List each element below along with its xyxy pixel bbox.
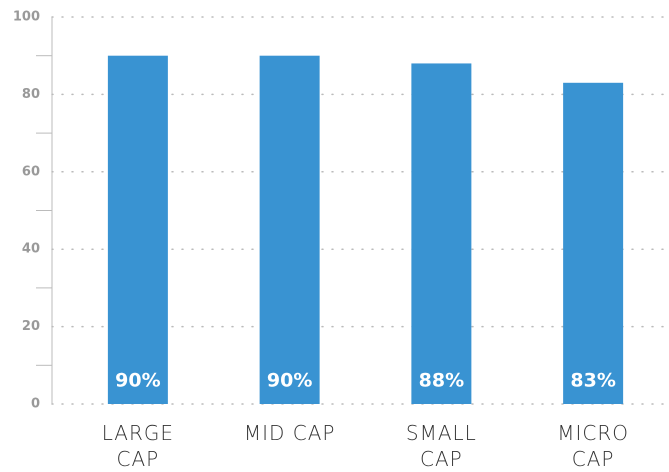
x-tick-label: MID CAP [243, 421, 336, 445]
value-label: 90% [267, 370, 312, 392]
x-tick-label: LARGE CAP [101, 421, 175, 471]
value-label: 83% [570, 370, 615, 392]
y-tick-label: 80 [22, 87, 40, 102]
y-tick-label: 0 [31, 397, 40, 412]
value-label: 88% [419, 370, 464, 392]
bar [411, 63, 472, 404]
y-tick-label: 100 [13, 10, 40, 25]
x-tick-label: MICRO CAP [557, 421, 629, 471]
y-tick-label: 20 [22, 319, 40, 334]
y-tick-label: 60 [22, 164, 40, 179]
x-tick-label: SMALL CAP [405, 421, 477, 471]
value-label: 90% [115, 370, 160, 392]
bar [107, 55, 168, 404]
bar [259, 55, 320, 404]
bar [563, 82, 624, 404]
y-tick-label: 40 [22, 242, 40, 257]
